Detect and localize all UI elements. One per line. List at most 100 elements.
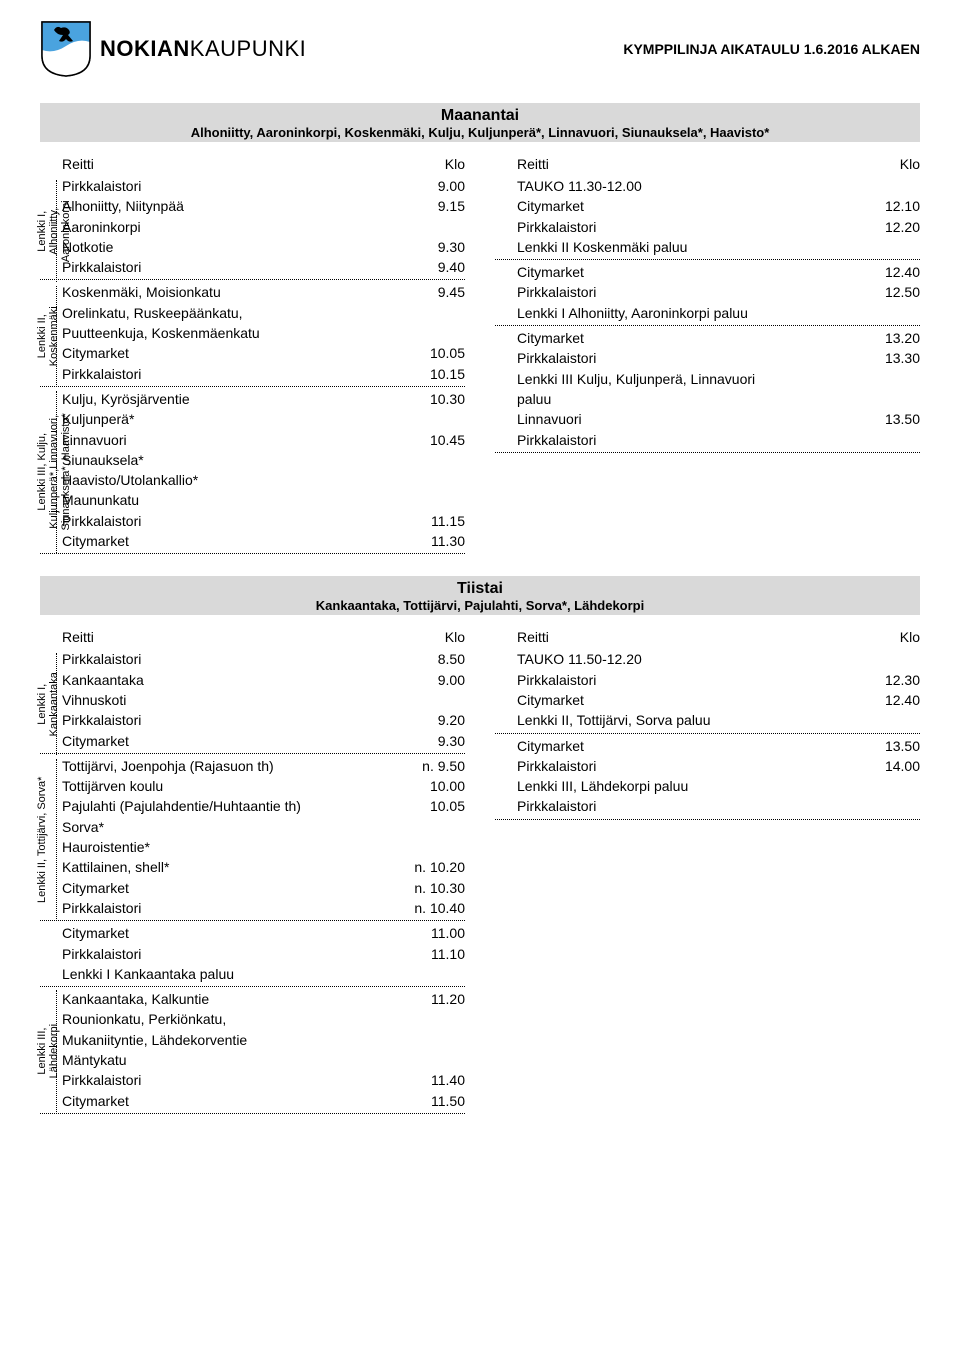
schedule-row: Pirkkalaistori8.50 bbox=[40, 649, 465, 669]
group-separator bbox=[495, 819, 920, 820]
schedule-row: Kattilainen, shell*n. 10.20 bbox=[40, 857, 465, 877]
col-hdr-left: Reitti bbox=[517, 156, 549, 172]
stop-name: Vihnuskoti bbox=[62, 690, 465, 710]
stop-time: 13.50 bbox=[885, 409, 920, 429]
stop-name: Orelinkatu, Ruskeepäänkatu, bbox=[62, 303, 465, 323]
stop-time: 11.15 bbox=[431, 511, 465, 531]
schedule-row: Citymarket13.50 bbox=[495, 736, 920, 756]
stop-name: Notkotie bbox=[62, 237, 438, 257]
column-header: ReittiKlo bbox=[495, 629, 920, 645]
column-header: ReittiKlo bbox=[40, 156, 465, 172]
schedule-row: Aaroninkorpi bbox=[40, 217, 465, 237]
schedule-row: Mukaniityntie, Lähdekorventie bbox=[40, 1030, 465, 1050]
schedule-row: Kankaantaka, Kalkuntie11.20 bbox=[40, 989, 465, 1009]
group-label: Lenkki I,Alhoniitty,Aaroninkorpi bbox=[36, 180, 72, 282]
schedule-row: Pirkkalaistori12.30 bbox=[495, 670, 920, 690]
schedule-content: Maanantai Alhoniitty, Aaroninkorpi, Kosk… bbox=[40, 103, 920, 1116]
stop-name: Pirkkalaistori bbox=[517, 796, 920, 816]
schedule-row: Citymarket11.00 bbox=[40, 923, 465, 943]
stop-time: 10.05 bbox=[430, 796, 465, 816]
stop-time: 10.15 bbox=[430, 364, 465, 384]
stop-time: 13.20 bbox=[885, 328, 920, 348]
stop-name: Pirkkalaistori bbox=[517, 282, 885, 302]
schedule-row: Pirkkalaistori12.20 bbox=[495, 217, 920, 237]
stop-name: Mukaniityntie, Lähdekorventie bbox=[62, 1030, 465, 1050]
stop-name: Lenkki II, Tottijärvi, Sorva paluu bbox=[517, 710, 920, 730]
stop-time: 9.40 bbox=[438, 257, 465, 277]
stop-name: Pirkkalaistori bbox=[62, 176, 438, 196]
schedule-row: Pirkkalaistori13.30 bbox=[495, 348, 920, 368]
schedule-row: Puutteenkuja, Koskenmäenkatu bbox=[40, 323, 465, 343]
schedule-column: ReittiKloPirkkalaistori8.50Kankaantaka9.… bbox=[40, 629, 465, 1116]
stop-name: Pirkkalaistori bbox=[517, 756, 885, 776]
schedule-row: TAUKO 11.30-12.00 bbox=[495, 176, 920, 196]
stop-name: Siunauksela* bbox=[62, 450, 465, 470]
schedule-row: Linnavuori13.50 bbox=[495, 409, 920, 429]
stop-name: Haavisto/Utolankallio* bbox=[62, 470, 465, 490]
stop-name: Linnavuori bbox=[517, 409, 885, 429]
group-separator bbox=[40, 1113, 465, 1114]
document-title: KYMPPILINJA AIKATAULU 1.6.2016 ALKAEN bbox=[623, 41, 920, 57]
stop-time: 12.30 bbox=[885, 670, 920, 690]
stop-name: TAUKO 11.30-12.00 bbox=[517, 176, 920, 196]
day-title: Maanantai bbox=[40, 107, 920, 125]
day-subtitle: Kankaantaka, Tottijärvi, Pajulahti, Sorv… bbox=[40, 598, 920, 613]
schedule-row: Koskenmäki, Moisionkatu9.45 bbox=[40, 282, 465, 302]
stop-name: Mäntykatu bbox=[62, 1050, 465, 1070]
day-subtitle: Alhoniitty, Aaroninkorpi, Koskenmäki, Ku… bbox=[40, 125, 920, 140]
schedule-row: Lenkki II, Tottijärvi, Sorva paluu bbox=[495, 710, 920, 730]
col-hdr-right: Klo bbox=[445, 629, 465, 645]
stop-time: 9.00 bbox=[438, 176, 465, 196]
stop-name: Rounionkatu, Perkiönkatu, bbox=[62, 1009, 465, 1029]
stop-name: Lenkki I Kankaantaka paluu bbox=[62, 964, 465, 984]
schedule-row: Lenkki II Koskenmäki paluu bbox=[495, 237, 920, 257]
brand-light: KAUPUNKI bbox=[190, 36, 306, 61]
stop-name: Sorva* bbox=[62, 817, 465, 837]
group-separator bbox=[495, 325, 920, 326]
schedule-row: Hauroistentie* bbox=[40, 837, 465, 857]
schedule-columns: ReittiKloPirkkalaistori8.50Kankaantaka9.… bbox=[40, 629, 920, 1116]
schedule-row: Kulju, Kyrösjärventie10.30 bbox=[40, 389, 465, 409]
stop-name: Pirkkalaistori bbox=[517, 670, 885, 690]
page-header: NOKIANKAUPUNKI KYMPPILINJA AIKATAULU 1.6… bbox=[40, 20, 920, 78]
schedule-row: Haavisto/Utolankallio* bbox=[40, 470, 465, 490]
day-header-bar: Maanantai Alhoniitty, Aaroninkorpi, Kosk… bbox=[40, 103, 920, 142]
col-hdr-right: Klo bbox=[900, 156, 920, 172]
stop-name: paluu bbox=[517, 389, 920, 409]
schedule-row: Kankaantaka9.00 bbox=[40, 670, 465, 690]
schedule-row: Pirkkalaistori12.50 bbox=[495, 282, 920, 302]
city-crest-icon bbox=[40, 20, 92, 78]
stop-name: Pirkkalaistori bbox=[517, 217, 885, 237]
stop-name: Citymarket bbox=[517, 736, 885, 756]
stop-time: 12.20 bbox=[885, 217, 920, 237]
schedule-row: Sorva* bbox=[40, 817, 465, 837]
stop-name: Pirkkalaistori bbox=[62, 898, 414, 918]
schedule-row: Orelinkatu, Ruskeepäänkatu, bbox=[40, 303, 465, 323]
stop-name: Puutteenkuja, Koskenmäenkatu bbox=[62, 323, 465, 343]
stop-name: Koskenmäki, Moisionkatu bbox=[62, 282, 438, 302]
group-separator bbox=[40, 986, 465, 987]
stop-name: Citymarket bbox=[517, 196, 885, 216]
schedule-row: Pirkkalaistori9.20 bbox=[40, 710, 465, 730]
stop-name: Pirkkalaistori bbox=[62, 1070, 431, 1090]
stop-time: 11.50 bbox=[431, 1091, 465, 1111]
col-hdr-right: Klo bbox=[445, 156, 465, 172]
schedule-row: Pirkkalaistori9.40 bbox=[40, 257, 465, 277]
stop-time: 10.30 bbox=[430, 389, 465, 409]
column-header: Reitti Klo bbox=[40, 629, 465, 645]
col-hdr-left: Reitti bbox=[62, 629, 94, 645]
group-separator bbox=[495, 452, 920, 453]
schedule-row: Citymarket13.20 bbox=[495, 328, 920, 348]
stop-name: Kankaantaka bbox=[62, 670, 438, 690]
stop-name: Citymarket bbox=[62, 878, 414, 898]
group-separator bbox=[40, 386, 465, 387]
schedule-row: Pirkkalaistori11.15 bbox=[40, 511, 465, 531]
group-label: Lenkki III, Kulju,Kuljunperä*,Linnavuori… bbox=[36, 391, 72, 553]
schedule-row: Citymarket9.30 bbox=[40, 731, 465, 751]
stop-time: 13.30 bbox=[885, 348, 920, 368]
stop-time: 9.30 bbox=[438, 731, 465, 751]
col-hdr-left: Reitti bbox=[517, 629, 549, 645]
stop-time: n. 9.50 bbox=[422, 756, 465, 776]
schedule-row: Citymarket12.40 bbox=[495, 690, 920, 710]
stop-time: n. 10.20 bbox=[414, 857, 465, 877]
